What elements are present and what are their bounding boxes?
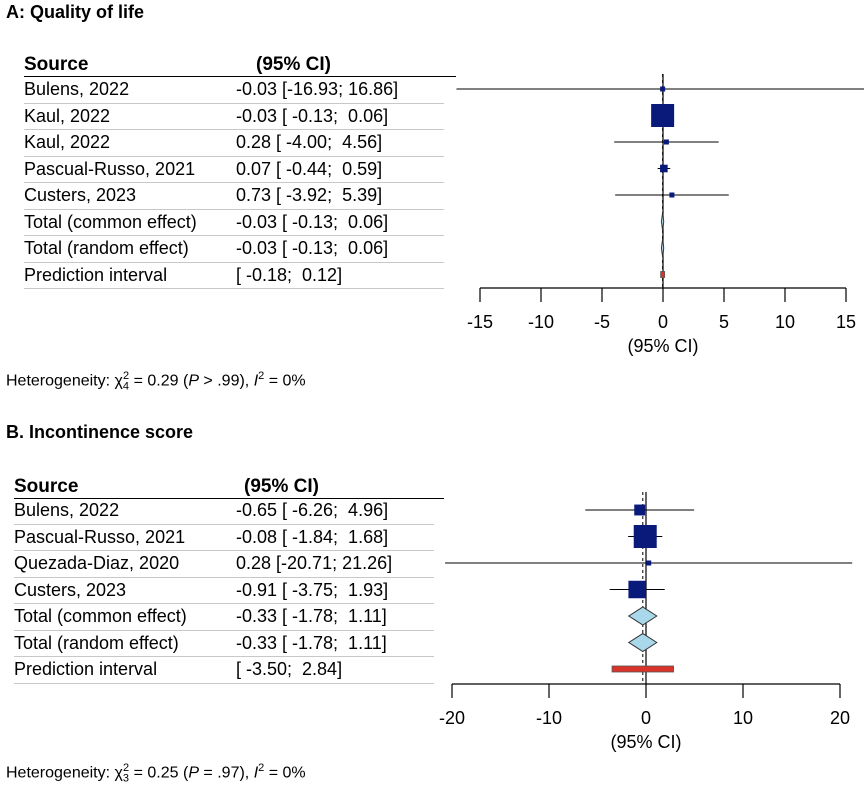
table-row-source: Total (common effect): [24, 211, 197, 232]
table-row-ci: 0.73 [ -3.92; 5.39]: [236, 185, 383, 205]
x-tick-label: 15: [836, 312, 856, 332]
table-row-ci: -0.65 [ -6.26; 4.96]: [236, 500, 389, 520]
x-tick-label: 0: [641, 708, 651, 728]
x-tick-label: 0: [658, 312, 668, 332]
panel-b-header-rule: [14, 498, 444, 499]
prediction-interval-bar: [660, 271, 666, 278]
table-row-ci: [ -3.50; 2.84]: [236, 659, 343, 679]
row-divider: [24, 129, 444, 130]
table-row-source: Custers, 2023: [24, 185, 137, 205]
row-divider: [14, 576, 434, 578]
study-box: [634, 504, 646, 516]
row-divider: [24, 102, 444, 104]
study-box: [633, 525, 657, 548]
row-divider: [14, 682, 434, 684]
table-row-source: Pascual-Russo, 2021: [14, 526, 186, 547]
row-divider: [24, 208, 444, 210]
panel-a-header-source: Source: [24, 54, 89, 75]
x-tick-label: -15: [467, 312, 493, 332]
prediction-interval-bar: [611, 665, 674, 673]
table-row-ci: -0.03 [-16.93; 16.86]: [236, 79, 399, 99]
panel-b-heterogeneity: Heterogeneity: χ32 = 0.25 (P = .97), I2 …: [6, 762, 306, 785]
row-divider: [24, 182, 444, 183]
x-axis-label: (95% CI): [610, 732, 681, 752]
row-divider: [14, 550, 434, 551]
study-box: [646, 560, 652, 566]
x-tick-label: 10: [775, 312, 795, 332]
x-tick-label: 10: [733, 708, 753, 728]
x-tick-label: -5: [594, 312, 610, 332]
table-row-source: Kaul, 2022: [24, 105, 111, 126]
study-box: [663, 139, 669, 145]
table-row-source: Total (common effect): [14, 606, 187, 626]
table-row-source: Custers, 2023: [14, 579, 127, 600]
panel-b-header-ci: (95% CI): [244, 476, 319, 497]
panel-b-header-source: Source: [14, 476, 79, 497]
table-row-ci: -0.08 [ -1.84; 1.68]: [236, 526, 389, 547]
table-row-source: Pascual-Russo, 2021: [24, 158, 196, 179]
row-divider: [24, 235, 444, 236]
pooled-diamond: [627, 606, 658, 626]
panel-a-title: A: Quality of life: [6, 2, 145, 22]
row-divider: [24, 261, 444, 263]
panel-a-header-ci: (95% CI): [256, 54, 331, 75]
table-row-source: Total (random effect): [14, 632, 179, 653]
x-axis-label: (95% CI): [627, 336, 698, 356]
row-divider: [14, 603, 434, 604]
study-box: [628, 580, 646, 599]
panel-a-heterogeneity: Heterogeneity: χ42 = 0.29 (P > .99), I2 …: [6, 370, 306, 393]
row-divider: [14, 656, 434, 657]
table-row-source: Prediction interval: [24, 264, 168, 285]
table-row-source: Bulens, 2022: [14, 500, 120, 520]
table-row-ci: -0.91 [ -3.75; 1.93]: [236, 579, 389, 600]
table-row-source: Kaul, 2022: [24, 132, 111, 152]
row-divider: [24, 288, 444, 289]
study-box: [651, 104, 675, 127]
pooled-diamond: [627, 632, 658, 653]
x-tick-label: -20: [439, 708, 465, 728]
x-tick-label: 5: [719, 312, 729, 332]
row-divider: [24, 155, 444, 157]
table-row-source: Total (random effect): [24, 238, 189, 258]
table-row-source: Quezada-Diaz, 2020: [14, 553, 180, 573]
table-row-ci: -0.03 [ -0.13; 0.06]: [236, 211, 389, 232]
row-divider: [14, 523, 434, 525]
table-row-ci: [ -0.18; 0.12]: [236, 264, 343, 285]
study-box: [660, 164, 668, 173]
row-divider: [14, 629, 434, 631]
panel-a-header-rule: [24, 76, 456, 77]
study-box: [669, 192, 675, 198]
table-row-ci: -0.33 [ -1.78; 1.11]: [236, 632, 387, 653]
table-row-ci: 0.28 [ -4.00; 4.56]: [236, 132, 383, 152]
pooled-diamond: [660, 212, 665, 231]
table-row-ci: 0.28 [-20.71; 21.26]: [236, 553, 393, 573]
table-row-ci: -0.03 [ -0.13; 0.06]: [236, 238, 389, 258]
x-tick-label: -10: [536, 708, 562, 728]
table-row-ci: -0.33 [ -1.78; 1.11]: [236, 606, 387, 626]
table-row-source: Prediction interval: [14, 659, 158, 679]
pooled-diamond: [660, 238, 665, 258]
table-row-source: Bulens, 2022: [24, 79, 130, 99]
table-row-ci: -0.03 [ -0.13; 0.06]: [236, 105, 389, 126]
study-box: [660, 86, 666, 92]
panel-b-title: B. Incontinence score: [6, 422, 194, 442]
x-tick-label: -10: [528, 312, 554, 332]
table-row-ci: 0.07 [ -0.44; 0.59]: [236, 158, 383, 179]
x-tick-label: 20: [830, 708, 850, 728]
